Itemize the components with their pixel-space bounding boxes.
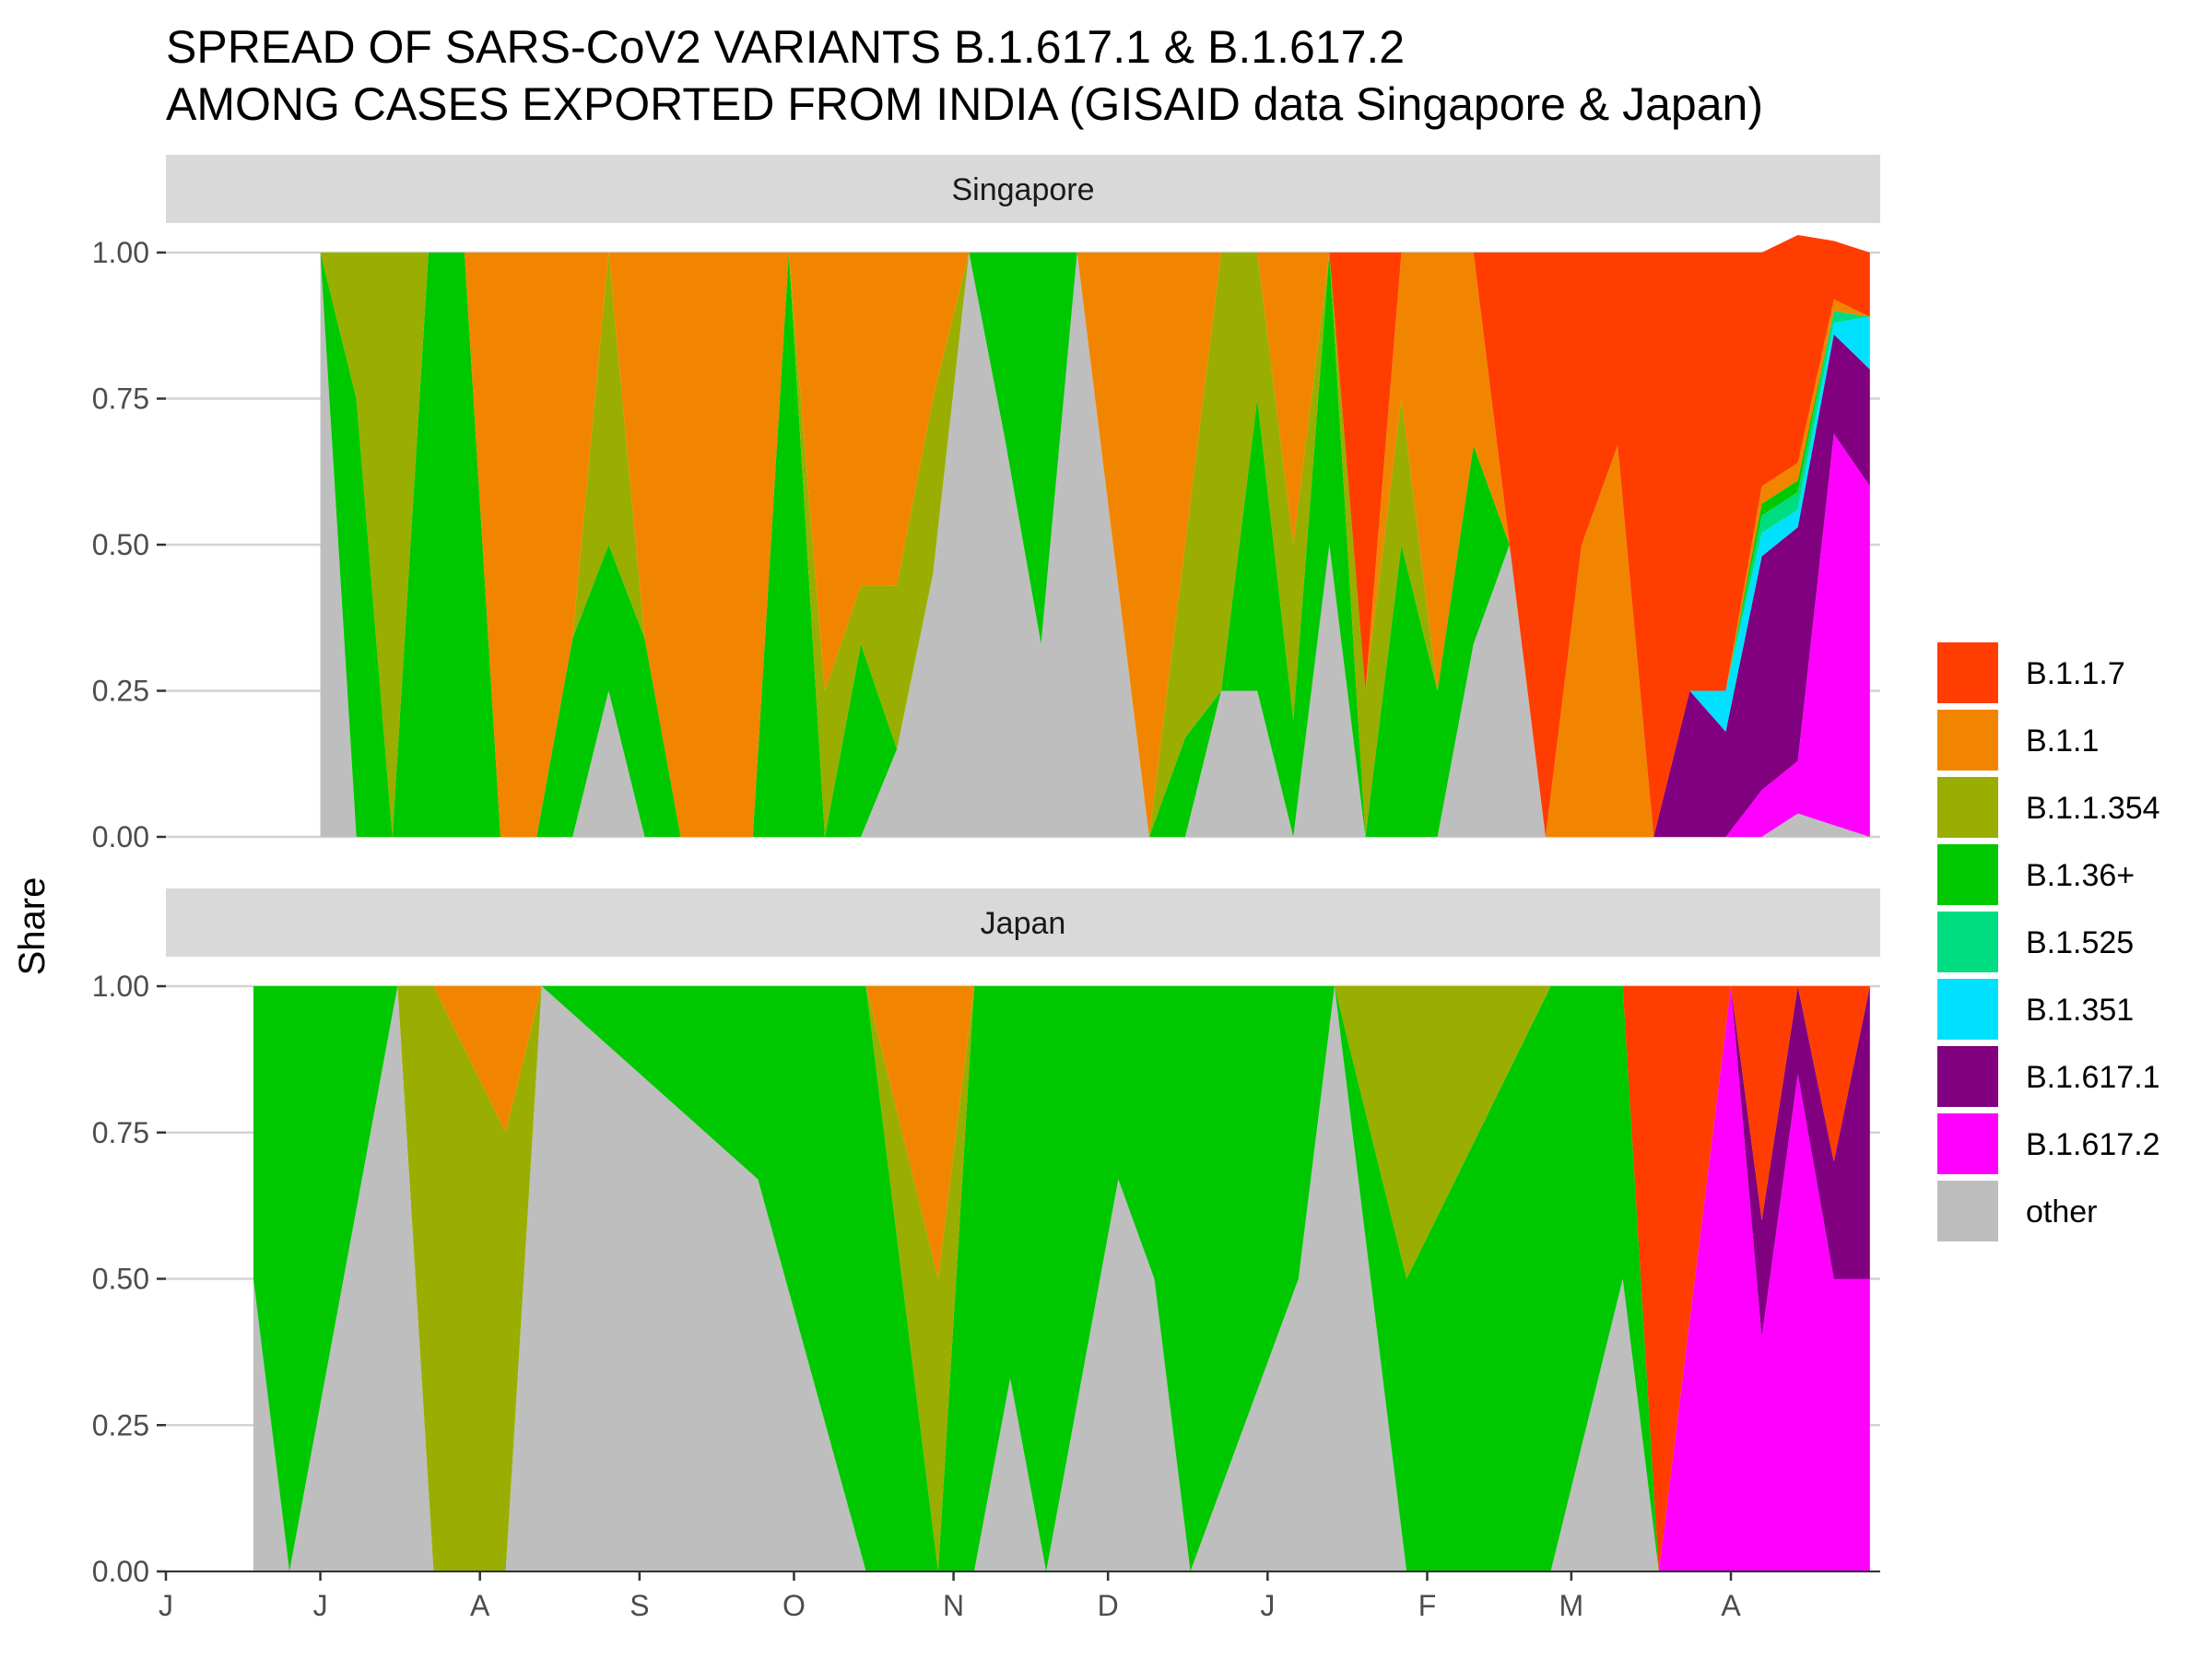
stacked-areas	[320, 234, 1870, 838]
x-tick-label: N	[943, 1589, 964, 1622]
x-tick-label: F	[1418, 1589, 1437, 1622]
area-b-1-36-	[320, 253, 1870, 837]
legend-key	[1937, 710, 1998, 771]
area-b-1-617-1	[320, 253, 1870, 837]
chart-title: SPREAD OF SARS-CoV2 VARIANTS B.1.617.1 &…	[166, 21, 1763, 130]
x-tick-label: O	[782, 1589, 806, 1622]
area-other	[320, 253, 1870, 837]
area-b-1-1	[320, 253, 1870, 837]
y-tick-label: 0.00	[92, 820, 149, 853]
y-tick-label: 0.25	[92, 675, 149, 708]
legend-label: B.1.1.7	[2026, 656, 2125, 691]
legend-key	[1937, 1113, 1998, 1174]
legend: B.1.1.7 B.1.1 B.1.1.354 B.1.36+ B.1.525 B.1.3…	[1937, 642, 2160, 1241]
x-tick-label: J	[159, 1589, 173, 1622]
area-b-1-1-7	[253, 986, 1870, 1571]
area-b-1-1-7	[320, 234, 1870, 838]
x-tick-label: J	[1260, 1589, 1275, 1622]
x-tick-label: S	[629, 1589, 649, 1622]
legend-label: B.1.1.354	[2026, 791, 2160, 826]
strip-background	[166, 888, 1880, 957]
legend-key	[1937, 777, 1998, 838]
y-tick-label: 1.00	[92, 970, 149, 1003]
x-tick-label: M	[1559, 1589, 1584, 1622]
legend-label: other	[2026, 1194, 2098, 1230]
area-other	[253, 986, 1870, 1571]
panel-japan: Japan 0.00 0.25 0.50 0.75 1.00	[92, 888, 1880, 1588]
legend-key	[1937, 912, 1998, 972]
area-b-1-36-	[253, 986, 1870, 1571]
y-axis: 0.00 0.25 0.50 0.75 1.00	[92, 236, 166, 853]
y-tick-label: 0.50	[92, 528, 149, 561]
legend-label: B.1.36+	[2026, 858, 2135, 893]
legend-item: other	[1937, 1181, 2098, 1241]
title-line-1: SPREAD OF SARS-CoV2 VARIANTS B.1.617.1 &…	[166, 21, 1405, 73]
y-tick-label: 0.25	[92, 1408, 149, 1441]
strip-label: Singapore	[951, 172, 1094, 207]
legend-label: B.1.617.1	[2026, 1060, 2160, 1095]
y-tick-label: 0.75	[92, 1116, 149, 1149]
y-tick-label: 0.75	[92, 382, 149, 416]
strip-label: Japan	[981, 906, 1066, 941]
y-axis-title: Share	[12, 877, 53, 976]
area-b-1-1-354	[253, 986, 1870, 1571]
y-tick-label: 0.00	[92, 1555, 149, 1588]
legend-item: B.1.351	[1937, 979, 2134, 1040]
x-tick-label: J	[313, 1589, 328, 1622]
y-tick-label: 1.00	[92, 236, 149, 269]
title-line-2: AMONG CASES EXPORTED FROM INDIA (GISAID …	[166, 78, 1763, 130]
legend-label: B.1.1	[2026, 724, 2099, 759]
x-tick-label: D	[1098, 1589, 1119, 1622]
area-b-1-1-354	[320, 253, 1870, 837]
legend-item: B.1.1	[1937, 710, 2099, 771]
legend-key	[1937, 1046, 1998, 1107]
strip-background	[166, 155, 1880, 223]
legend-key	[1937, 1181, 1998, 1241]
legend-item: B.1.1.7	[1937, 642, 2125, 703]
x-tick-label: A	[470, 1589, 490, 1622]
facet-panels: Singapore0.000.250.500.751.00Japan0.000.…	[92, 155, 1880, 1588]
area-b-1-617-2	[253, 986, 1870, 1571]
legend-key	[1937, 642, 1998, 703]
stacked-areas	[253, 986, 1870, 1571]
legend-item: B.1.617.1	[1937, 1046, 2160, 1107]
x-tick-label: A	[1721, 1589, 1741, 1622]
y-tick-label: 0.50	[92, 1263, 149, 1296]
panel-singapore: Singapore 0.00 0.25 0.50 0.75 1.00	[92, 155, 1880, 853]
legend-key	[1937, 979, 1998, 1040]
legend-label: B.1.351	[2026, 993, 2134, 1028]
legend-item: B.1.525	[1937, 912, 2134, 972]
y-axis: 0.00 0.25 0.50 0.75 1.00	[92, 970, 166, 1588]
legend-item: B.1.36+	[1937, 844, 2135, 905]
legend-label: B.1.617.2	[2026, 1127, 2160, 1162]
legend-item: B.1.1.354	[1937, 777, 2160, 838]
legend-key	[1937, 844, 1998, 905]
legend-label: B.1.525	[2026, 925, 2134, 960]
legend-item: B.1.617.2	[1937, 1113, 2160, 1174]
